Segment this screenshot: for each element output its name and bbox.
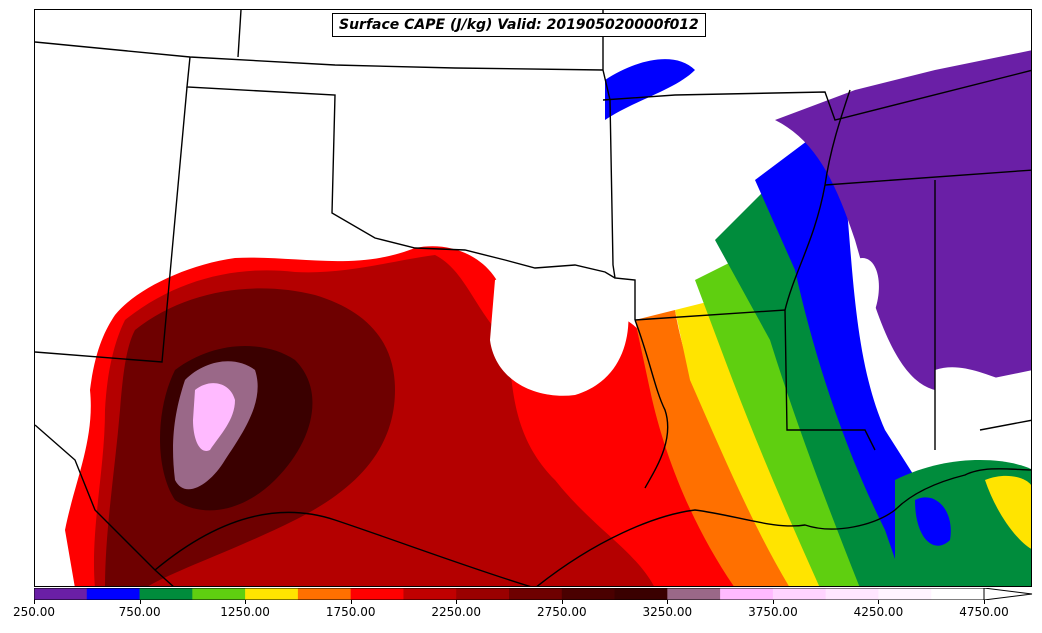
- colorbar-tick-mark: [350, 600, 352, 604]
- cape-lowgap-se: [935, 367, 1031, 460]
- colorbar-tick-mark: [984, 600, 985, 604]
- boundary-line: [602, 69, 1031, 121]
- cape-band-yellow: [675, 300, 825, 586]
- colorbar-segment: [878, 588, 932, 600]
- coastline-gulf: [536, 468, 1031, 586]
- colorbar-tick-label: 4750.00: [959, 605, 1009, 619]
- colorbar-segment: [86, 588, 141, 600]
- boundary-line: [237, 10, 242, 58]
- boundary-line: [634, 309, 876, 451]
- boundary-line: [824, 169, 1031, 186]
- colorbar-segment: [403, 588, 457, 600]
- colorbar-tick-label: 4250.00: [853, 605, 904, 619]
- cape-band-lightgreen: [695, 250, 865, 586]
- colorbar-tick-mark: [561, 600, 563, 604]
- colorbar-tick-mark: [34, 600, 35, 604]
- cape-lowgap-east: [853, 258, 879, 313]
- cape-lowgap-dfw: [490, 269, 629, 396]
- colorbar-segment: [772, 588, 827, 600]
- map-panel: [34, 9, 1032, 587]
- colorbar-segment: [720, 588, 774, 600]
- colorbar: [34, 588, 1033, 600]
- colorbar-segment: [192, 588, 246, 600]
- colorbar-segment: [825, 588, 879, 600]
- boundary-line: [979, 419, 1031, 431]
- colorbar-tick-label: 250.00: [13, 605, 55, 619]
- colorbar-tick-label: 750.00: [118, 605, 161, 619]
- boundary-line: [634, 319, 669, 489]
- colorbar-segment: [509, 588, 563, 600]
- boundary-line: [35, 41, 604, 71]
- cape-gulf-blue: [915, 497, 951, 546]
- cape-gulf-yellow: [985, 475, 1031, 549]
- colorbar-tick-mark: [245, 600, 247, 604]
- coastline: [154, 468, 1031, 586]
- boundary-line: [186, 56, 616, 279]
- colorbar-tick-label: 1250.00: [220, 605, 270, 619]
- boundary-line: [35, 86, 188, 363]
- map-title: Surface CAPE (J/kg) Valid: 201905020000f…: [332, 13, 706, 37]
- colorbar-tick-mark: [772, 600, 774, 604]
- colorbar-segment: [561, 588, 616, 600]
- colorbar-tick-label: 2250.00: [431, 605, 481, 619]
- colorbar-segment: [139, 588, 193, 600]
- cape-band-blue: [755, 120, 955, 586]
- colorbar-tick-mark: [139, 600, 141, 604]
- boundary-line: [784, 89, 851, 311]
- colorbar-tick-label: 2750.00: [536, 605, 587, 619]
- boundary-line: [602, 10, 636, 320]
- colorbar-tick-mark: [667, 600, 669, 604]
- colorbar-segment: [350, 588, 404, 600]
- colorbar-tick-label: 3250.00: [642, 605, 693, 619]
- colorbar-tick-label: 1750.00: [325, 605, 376, 619]
- colorbar-segment: [245, 588, 299, 600]
- colorbar-tick-mark: [456, 600, 458, 604]
- coastline-texas: [154, 511, 531, 586]
- cape-band-purple-north: [605, 59, 695, 120]
- colorbar-segment: [614, 588, 668, 600]
- colorbar-segment: [456, 588, 510, 600]
- state-boundaries: [35, 10, 1031, 586]
- colorbar-segment: [34, 588, 88, 600]
- colorbar-segment: [297, 588, 352, 600]
- colorbar-segment: [667, 588, 721, 600]
- cape-shading: [65, 50, 1031, 586]
- colorbar-tick-mark: [878, 600, 880, 604]
- colorbar-extend-arrow: [983, 588, 1033, 600]
- colorbar-segment: [931, 588, 985, 600]
- cape-region-pink: [193, 383, 235, 451]
- colorbar-tick-label: 3750.00: [748, 605, 798, 619]
- cape-band-green: [715, 160, 905, 586]
- cape-map: [35, 10, 1031, 586]
- cape-band-purple: [775, 50, 1031, 390]
